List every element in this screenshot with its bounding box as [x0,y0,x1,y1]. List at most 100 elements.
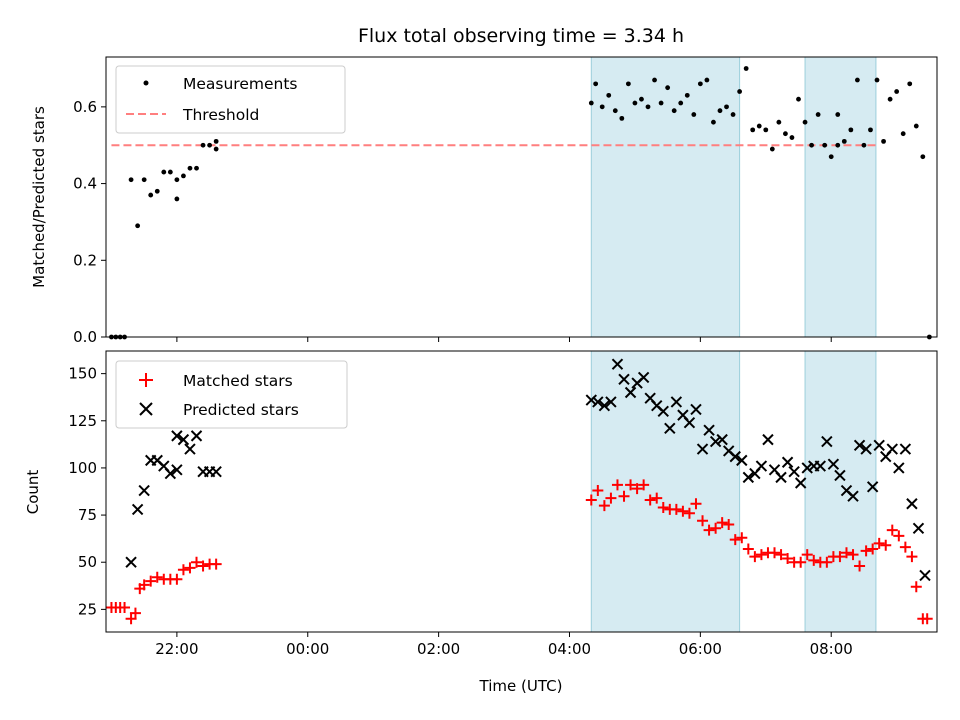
measurement-point [599,104,605,110]
chart-title: Flux total observing time = 3.34 h [358,25,684,47]
top-plot-frame [105,56,938,338]
bottom-x-tick-label: 08:00 [810,640,853,658]
matched-star-point [171,573,183,585]
measurement-point [200,142,206,148]
matched-star-point [145,575,157,587]
predicted-star-point [618,373,630,385]
matched-star-point [677,505,689,517]
measurement-point [652,77,657,83]
predicted-star-point [210,465,222,478]
matched-star-point [129,607,141,619]
top-legend-box [115,65,346,134]
measurement-point [678,100,684,106]
measurement-point [861,142,867,148]
matched-star-point [893,530,905,542]
matched-star-point [769,547,781,559]
measurement-point [881,138,886,144]
matched-star-point [683,507,695,519]
predicted-star-point [755,460,768,472]
bottom-y-axis-label: Count [24,470,42,515]
legend-matched-marker [139,373,153,387]
matched-star-point [119,601,131,613]
predicted-star-point [171,464,183,476]
matched-star-point [729,534,741,546]
bottom-y-tick-label: 25 [78,600,97,618]
bottom-x-tick-label: 02:00 [417,640,460,658]
matched-star-point [191,556,203,568]
predicted-star-point [171,430,183,442]
measurement-point [815,112,821,117]
bottom-shaded-intervals [590,350,877,633]
measurement-point [639,96,644,102]
measurement-point [658,100,664,106]
predicted-star-point [775,471,787,484]
measurement-point [625,81,631,87]
shaded-interval [804,56,877,338]
measurement-point [207,142,213,148]
bottom-y-tick-label: 100 [68,459,97,477]
predicted-star-point [624,386,637,399]
matched-star-point [906,551,918,563]
predicted-star-point [585,394,598,406]
predicted-star-point [598,399,611,412]
predicted-star-point [794,477,807,489]
predicted-star-point [899,443,912,455]
matched-star-point [880,539,892,551]
top-y-tick-label: 0.0 [73,328,97,346]
measurement-point [671,108,677,114]
legend-predicted-label: Predicted stars [183,401,299,419]
predicted-star-point [611,358,624,370]
matched-star-point [151,571,163,583]
bottom-x-tick-label: 04:00 [548,640,591,658]
predicted-star-point [866,481,879,493]
bottom-x-tick-label: 22:00 [155,640,198,658]
matched-star-point [834,551,846,563]
matched-star-point [197,560,209,572]
predicted-star-point [821,435,833,448]
matched-star-point [592,485,604,497]
measurement-point [841,138,847,144]
matched-star-point [618,490,630,502]
predicted-star-point [886,443,898,455]
predicted-star-point [788,465,800,478]
predicted-star-point [834,469,846,482]
matched-star-point [749,551,761,563]
matched-star-point [840,547,852,559]
bottom-legend-box [115,360,348,429]
top-panel: 0.0 0.2 0.4 0.6 Matched/Predicted stars Mea… [30,56,938,346]
predicted-star-point [190,430,203,442]
predicted-star-point [736,454,748,467]
matched-star-point [644,494,656,506]
matched-star-point [598,500,610,512]
measurement-point [135,223,141,229]
predicted-star-point [919,569,931,582]
measurement-point [619,115,625,121]
measurement-point [828,154,834,160]
shaded-interval [590,350,741,633]
measurement-point [868,127,873,133]
measurement-point [154,188,160,194]
matched-star-point [801,549,813,561]
measurement-point [711,119,716,125]
measurement-point [802,119,808,125]
matched-star-point [125,613,137,625]
measurement-point [756,123,762,129]
matched-star-point [775,549,787,561]
measurement-point [128,177,134,183]
predicted-star-point [703,424,715,436]
predicted-star-point [164,467,177,480]
top-legend: Measurements Threshold [115,65,346,134]
predicted-star-point [893,462,905,474]
matched-star-point [177,564,189,576]
predicted-star-point [827,458,840,470]
measurement-points [109,66,932,340]
top-x-ticks [176,337,832,342]
legend-measurements-label: Measurements [183,75,298,93]
measurement-point [704,77,710,83]
matched-star-point [138,579,150,591]
matched-star-point [703,524,715,536]
measurement-point [769,146,775,152]
measurement-point [724,104,729,110]
top-y-ticks: 0.0 0.2 0.4 0.6 [73,98,106,346]
